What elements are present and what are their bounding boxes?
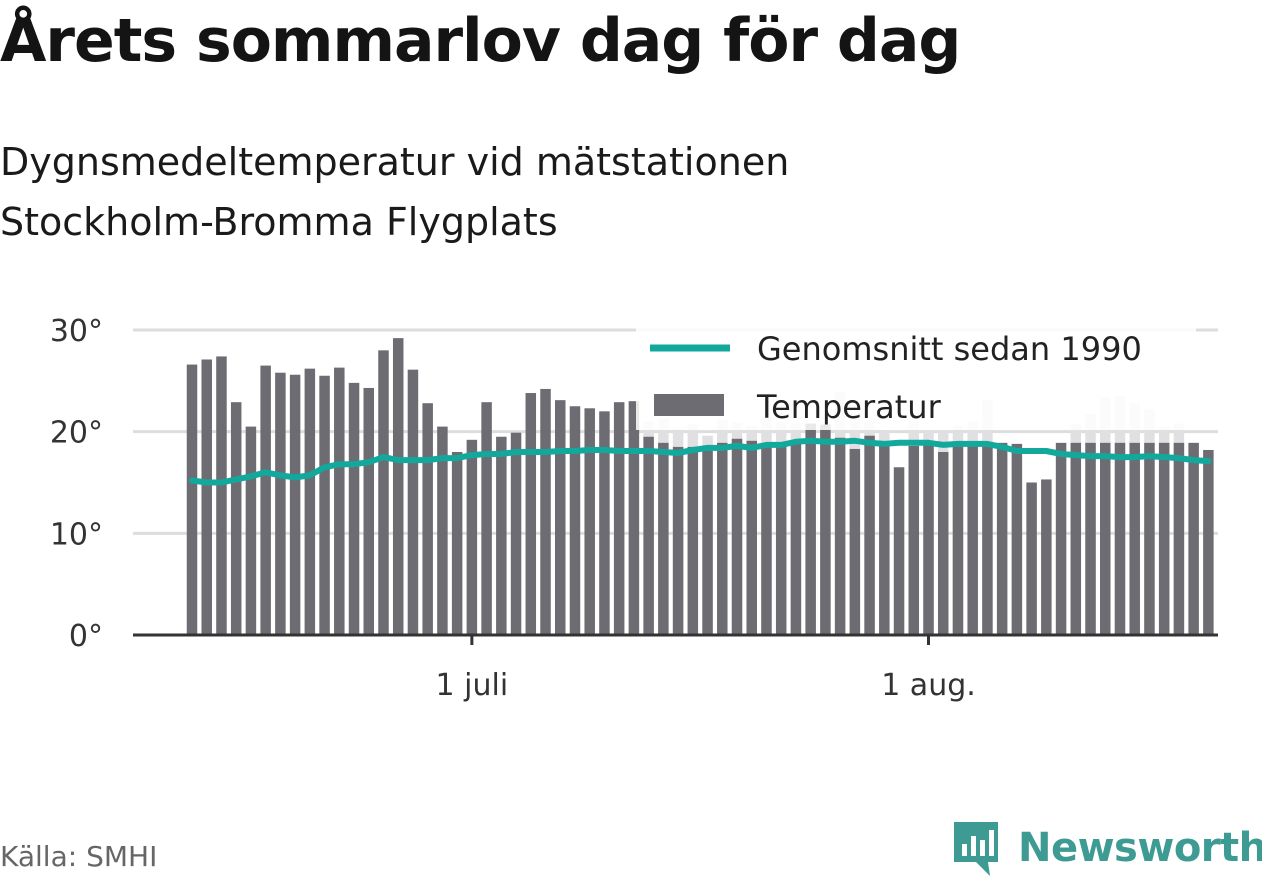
x-tick-label: 1 aug. <box>881 668 976 703</box>
temperature-bar <box>584 408 595 635</box>
temperature-bar <box>525 393 537 635</box>
x-axis-ticks: 1 juli 1 aug. <box>436 635 976 703</box>
temperature-bar <box>1041 479 1052 635</box>
temperature-bar <box>599 411 610 635</box>
temperature-bar <box>275 372 286 635</box>
temperature-bar <box>805 423 816 635</box>
temperature-bar <box>982 442 993 635</box>
temperature-bar <box>761 443 772 635</box>
temperature-bar <box>260 365 271 635</box>
temperature-bar <box>540 388 551 635</box>
temperature-bar <box>731 438 743 635</box>
temperature-bar <box>996 442 1008 635</box>
temperature-bar <box>422 403 433 635</box>
temperature-bar <box>510 432 522 635</box>
temperature-bar <box>1055 442 1067 635</box>
source-note: Källa: SMHI <box>0 840 158 873</box>
y-tick-label: 30° <box>50 314 103 349</box>
legend-average-label: Genomsnitt sedan 1990 <box>757 330 1142 368</box>
legend-temperature-label: Temperatur <box>756 388 942 426</box>
temperature-bar <box>820 424 831 635</box>
temperature-bar <box>849 448 861 635</box>
temperature-bar <box>864 435 875 635</box>
temperature-bar <box>643 436 654 635</box>
temperature-bar <box>658 442 669 635</box>
temperature-bar <box>834 437 846 635</box>
temperature-bar <box>348 382 360 635</box>
temperature-bar <box>230 402 242 635</box>
y-tick-label: 0° <box>69 619 103 654</box>
temperature-bar <box>1114 442 1126 635</box>
temperature-bar <box>451 452 463 635</box>
temperature-bar <box>392 338 404 635</box>
y-axis-labels: 0° 10° 20° 30° <box>50 314 103 654</box>
temperature-bar <box>1085 442 1096 635</box>
temperature-bar <box>717 442 728 635</box>
temperature-bar <box>1100 442 1111 635</box>
temperature-bar <box>1129 442 1140 635</box>
temperature-bar <box>952 443 964 635</box>
temperature-bar <box>289 374 301 635</box>
brand-logo: Newsworthy <box>950 818 1262 878</box>
temperature-bar <box>775 445 787 635</box>
temperature-bar <box>496 436 507 635</box>
temperature-bar <box>687 446 699 635</box>
y-tick-label: 10° <box>50 517 103 552</box>
temperature-bar <box>407 369 419 635</box>
y-tick-label: 20° <box>50 416 103 451</box>
average-line <box>189 437 1212 486</box>
temperature-bar <box>216 356 227 635</box>
temperature-bar <box>1158 442 1170 635</box>
temperature-bar <box>201 359 212 635</box>
temperature-bar <box>1070 442 1082 635</box>
x-tick-label: 1 juli <box>436 668 509 703</box>
temperature-bar <box>908 445 920 635</box>
temperature-bar <box>569 406 581 635</box>
temperature-bar <box>555 400 566 635</box>
temperature-bar <box>1188 442 1199 635</box>
temperature-bar <box>702 445 713 635</box>
temperature-bar <box>378 350 389 635</box>
temperature-bars <box>186 338 1214 635</box>
temperature-bar <box>893 467 905 635</box>
temperature-bar <box>186 364 198 635</box>
newsworthy-logo-icon <box>954 822 998 876</box>
legend-bar-swatch <box>654 394 724 416</box>
temperature-bar <box>628 401 640 635</box>
temperature-bar <box>334 367 345 635</box>
temperature-bar <box>1203 449 1214 635</box>
temperature-bar <box>937 452 949 635</box>
chart-subtitle: Dygnsmedeltemperatur vid mätstationen St… <box>0 140 790 244</box>
temperature-bar <box>879 442 890 635</box>
temperature-bar <box>613 402 625 635</box>
temperature-bar <box>1173 442 1185 635</box>
temperature-bar <box>319 375 330 635</box>
temperature-bar <box>245 426 257 635</box>
temperature-chart: 0° 10° 20° 30° 1 juli 1 aug. Genomsnitt seda… <box>50 314 1218 703</box>
temperature-bar <box>1026 482 1037 635</box>
brand-name: Newsworthy <box>1018 825 1262 871</box>
temperature-bar <box>1011 443 1023 635</box>
temperature-bar <box>672 446 684 635</box>
legend-background <box>636 326 1196 430</box>
temperature-bar <box>923 443 934 635</box>
temperature-bar <box>746 440 757 635</box>
temperature-bar <box>790 441 802 635</box>
legend: Genomsnitt sedan 1990 Temperatur <box>636 326 1196 430</box>
temperature-bar <box>437 426 448 635</box>
temperature-bar <box>363 387 375 635</box>
temperature-bar <box>466 439 478 635</box>
temperature-bar <box>304 368 316 635</box>
temperature-bar <box>967 441 978 635</box>
temperature-bar <box>481 402 492 635</box>
chart-title: Årets sommarlov dag för dag <box>0 6 961 76</box>
temperature-bar <box>1144 442 1155 635</box>
